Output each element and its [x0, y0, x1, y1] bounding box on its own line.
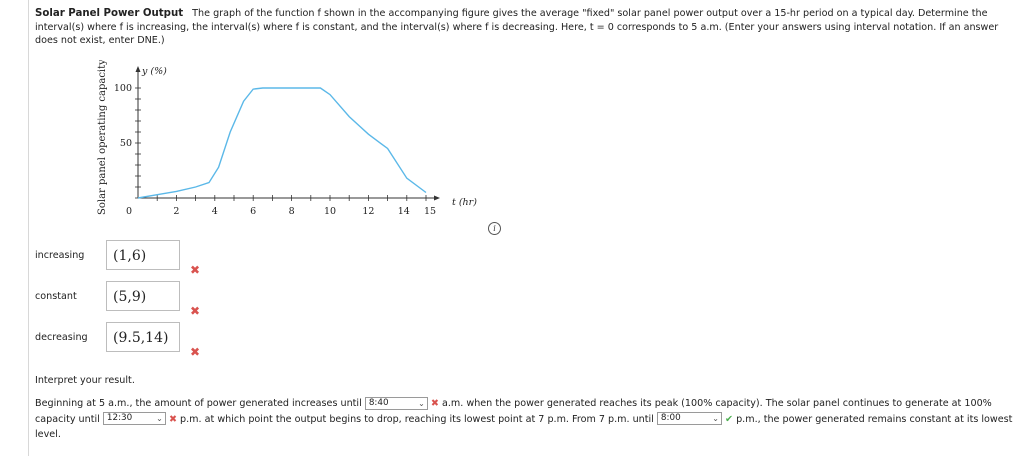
- chart-svg: Solar panel operating capacity y (%) t (…: [97, 60, 477, 217]
- drop-time-value: 12:30: [106, 413, 133, 423]
- chevron-down-icon: ⌄: [418, 398, 425, 408]
- x-tick-label: 0: [126, 206, 132, 217]
- interpret-heading: Interpret your result.: [35, 375, 135, 386]
- output-curve: [137, 87, 427, 199]
- x-tick-label: 14: [398, 206, 410, 217]
- y-tick-label: 100: [114, 83, 132, 94]
- decreasing-label: decreasing: [35, 332, 88, 343]
- constant-wrong-icon: ✖: [190, 304, 201, 318]
- chevron-down-icon: ⌄: [712, 414, 719, 423]
- x-axis-arrow: [434, 195, 440, 201]
- drop-time-select[interactable]: 12:30 ⌄: [102, 412, 166, 425]
- x-tick-label: 6: [250, 206, 256, 217]
- peak-time-select[interactable]: 8:40 ⌄: [364, 396, 428, 410]
- chevron-down-icon: ⌄: [156, 414, 163, 423]
- constant-input[interactable]: (5,9): [106, 281, 180, 311]
- left-border: [28, 0, 29, 456]
- x-tick-label: 4: [212, 206, 218, 217]
- y-axis-arrow: [135, 66, 141, 72]
- drop-time-wrong-icon: ✖: [168, 413, 177, 425]
- x-tick-label: 10: [324, 206, 336, 217]
- peak-time-value: 8:40: [368, 397, 389, 408]
- x-tick-label: 8: [289, 206, 295, 217]
- increasing-label: increasing: [35, 250, 85, 261]
- increasing-input[interactable]: (1,6): [106, 240, 180, 270]
- interpret-sentence-2: a.m. when the power generated reaches it…: [35, 398, 992, 425]
- y-tick-label: 50: [120, 138, 132, 149]
- interpret-sentence-4: p.m., the power generated remains consta…: [35, 413, 1013, 441]
- x-axis-label: t (hr): [452, 197, 477, 208]
- increasing-wrong-icon: ✖: [190, 263, 201, 277]
- problem-text: The graph of the function f shown in the…: [35, 8, 999, 46]
- interpret-sentence-3: p.m. at which point the output begins to…: [180, 413, 654, 425]
- peak-time-wrong-icon: ✖: [430, 398, 439, 409]
- decreasing-wrong-icon: ✖: [190, 345, 201, 359]
- y-axis-label: y (%): [141, 66, 167, 77]
- low-end-time-correct-icon: ✔: [724, 413, 734, 425]
- y-axis-title: Solar panel operating capacity: [97, 60, 108, 215]
- axes: 100 50 0 2 4 6 8 10 12 14 15: [114, 66, 440, 217]
- solar-output-graph: Solar panel operating capacity y (%) t (…: [90, 60, 510, 238]
- low-end-time-select[interactable]: 8:00 ⌄: [656, 412, 722, 425]
- interpret-sentence-1: Beginning at 5 a.m., the amount of power…: [35, 398, 362, 409]
- low-end-time-value: 8:00: [660, 413, 681, 423]
- decreasing-input[interactable]: (9.5,14): [106, 322, 180, 352]
- constant-label: constant: [35, 291, 77, 302]
- x-tick-label: 15: [424, 206, 436, 217]
- x-tick-label: 12: [362, 206, 374, 217]
- problem-statement: Solar Panel Power Output The graph of th…: [35, 7, 1020, 48]
- x-tick-label: 2: [173, 206, 179, 217]
- info-icon[interactable]: i: [488, 222, 501, 235]
- interpret-paragraph: Beginning at 5 a.m., the amount of power…: [35, 396, 1020, 443]
- problem-title: Solar Panel Power Output: [35, 8, 184, 19]
